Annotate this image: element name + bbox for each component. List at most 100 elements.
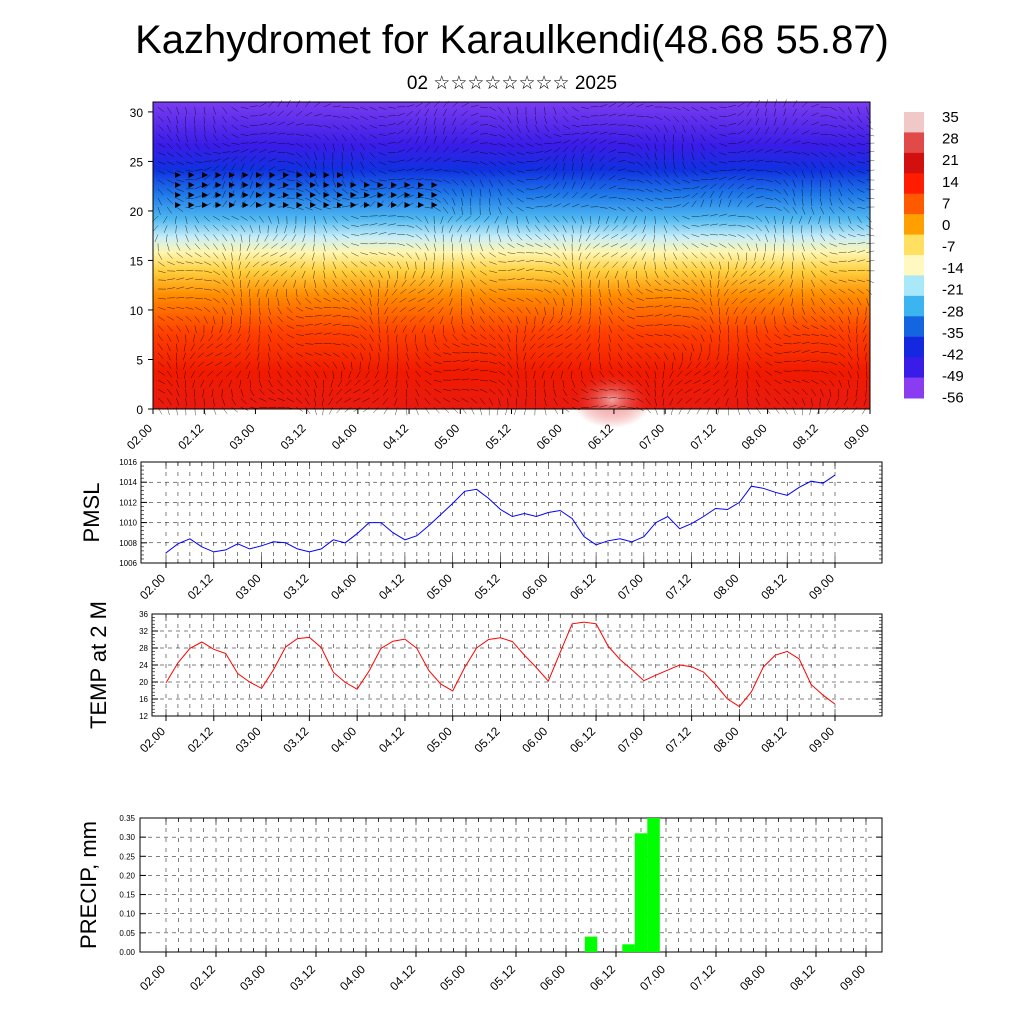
- x-tick-label: 05.12: [471, 724, 502, 755]
- x-tick-label: 04.00: [328, 724, 359, 755]
- colorbar-label: -28: [942, 303, 964, 320]
- x-tick-label: 04.00: [328, 571, 359, 602]
- x-tick-label: 03.12: [280, 571, 311, 602]
- colorbar-swatch: [904, 173, 924, 195]
- x-tick-label: 06.00: [537, 962, 568, 993]
- x-tick-label: 03.12: [280, 724, 311, 755]
- section-heatmap: [153, 102, 870, 409]
- y-tick-label: 1016: [119, 458, 137, 467]
- y-tick-label: 12: [139, 712, 148, 721]
- x-tick-label: 08.12: [790, 421, 821, 452]
- x-tick-label: 06.00: [519, 724, 550, 755]
- y-axis-label: PRECIP, mm: [76, 821, 101, 949]
- x-tick-label: 02.12: [187, 962, 218, 993]
- x-tick-label: 09.00: [841, 421, 872, 452]
- x-tick-label: 09.00: [837, 962, 868, 993]
- y-tick-label: 0.00: [119, 948, 135, 957]
- x-tick-label: 03.00: [226, 421, 257, 452]
- x-tick-label: 07.12: [687, 421, 718, 452]
- plot-frame: [140, 461, 883, 564]
- y-tick-label: 0.25: [119, 852, 135, 861]
- x-tick-label: 04.12: [380, 421, 411, 452]
- colorbar-label: -42: [942, 346, 964, 363]
- colorbar-swatch: [904, 357, 924, 379]
- x-tick-label: 08.12: [758, 724, 789, 755]
- x-tick-label: 03.12: [278, 421, 309, 452]
- x-tick-label: 04.12: [376, 571, 407, 602]
- precip-bar: [647, 818, 660, 952]
- y-tick-label: 1014: [119, 478, 137, 487]
- x-tick-label: 04.12: [376, 724, 407, 755]
- x-tick-label: 04.12: [387, 962, 418, 993]
- x-tick-label: 07.00: [615, 571, 646, 602]
- x-tick-label: 03.00: [237, 962, 268, 993]
- y-tick-label: 16: [139, 695, 148, 704]
- y-tick-label: 0.35: [119, 814, 135, 823]
- y-axis-label: TEMP at 2 M: [86, 601, 111, 729]
- precip-panel: 0.00 0.05 0.10 0.15 0.20 0.25 0.30 0.35 02.00 02.…: [76, 814, 883, 993]
- x-tick-label: 05.00: [431, 421, 462, 452]
- wind-vectors: [152, 99, 875, 416]
- y-tick-label: 32: [139, 627, 148, 636]
- x-tick-label: 07.12: [663, 571, 694, 602]
- x-tick-label: 03.12: [287, 962, 318, 993]
- x-tick-label: 08.12: [787, 962, 818, 993]
- y-tick-label: 0.05: [119, 929, 135, 938]
- y-tick-label: 0.30: [119, 833, 135, 842]
- colorbar-label: 14: [942, 174, 959, 191]
- colorbar-label: 28: [942, 131, 959, 148]
- y-tick-label: 1006: [119, 559, 137, 568]
- colorbar-label: -14: [942, 260, 964, 277]
- x-tick-label: 09.00: [806, 571, 837, 602]
- plot-frame: [139, 817, 883, 953]
- warm-core: [572, 372, 652, 428]
- precip-bar: [634, 833, 648, 952]
- x-tick-label: 08.12: [758, 571, 789, 602]
- colorbar-swatch: [904, 152, 924, 174]
- colorbar-swatch: [904, 214, 924, 236]
- x-tick-label: 04.00: [337, 962, 368, 993]
- y-tick-label: 15: [130, 254, 144, 268]
- temp-panel: 12 16 20 24 28 32 36 02.00 02.12 03.00 03.12 04.00 0…: [86, 601, 883, 755]
- x-tick-label: 02.00: [137, 571, 168, 602]
- colorbar-swatch: [904, 234, 924, 256]
- y-tick-label: 5: [136, 353, 143, 367]
- colorbar-swatch: [904, 377, 924, 399]
- x-tick-label: 07.00: [636, 421, 667, 452]
- x-tick-label: 05.00: [424, 571, 455, 602]
- x-tick-label: 06.12: [587, 962, 618, 993]
- colorbar-label: -56: [942, 390, 964, 407]
- colorbar: 35 28 21 14 7 0 -7 -14 -21 -28 -35 -42 -49 -56: [904, 109, 964, 407]
- colorbar-swatch: [904, 132, 924, 154]
- chart-title: Kazhydromet for Karaulkendi(48.68 55.87): [135, 18, 889, 62]
- colorbar-label: 7: [942, 195, 950, 212]
- x-tick-label: 05.12: [471, 571, 502, 602]
- colorbar-label: 0: [942, 217, 950, 234]
- x-tick-label: 04.00: [329, 421, 360, 452]
- pmsl-series-line: [165, 474, 836, 554]
- x-tick-label: 07.12: [663, 724, 694, 755]
- y-tick-label: 28: [139, 644, 148, 653]
- x-tick-label: 02.00: [124, 421, 155, 452]
- x-tick-label: 05.00: [424, 724, 455, 755]
- x-tick-label: 08.00: [710, 724, 741, 755]
- colorbar-swatch: [904, 295, 924, 317]
- y-tick-label: 0.20: [119, 871, 135, 880]
- precip-bar: [622, 944, 635, 952]
- colorbar-swatch: [904, 275, 924, 297]
- x-tick-label: 02.00: [137, 962, 168, 993]
- y-tick-label: 0.10: [119, 910, 135, 919]
- x-tick-label: 05.12: [487, 962, 518, 993]
- y-tick-label: 1008: [119, 539, 137, 548]
- colorbar-label: -35: [942, 325, 964, 342]
- y-tick-label: 30: [130, 106, 144, 120]
- y-tick-label: 24: [139, 661, 148, 670]
- x-tick-label: 02.12: [185, 724, 216, 755]
- colorbar-label: -21: [942, 282, 964, 299]
- temp-series-line: [165, 621, 836, 708]
- x-tick-label: 08.00: [710, 571, 741, 602]
- colorbar-swatch: [904, 255, 924, 276]
- x-tick-label: 03.00: [233, 571, 264, 602]
- x-tick-label: 06.00: [534, 421, 565, 452]
